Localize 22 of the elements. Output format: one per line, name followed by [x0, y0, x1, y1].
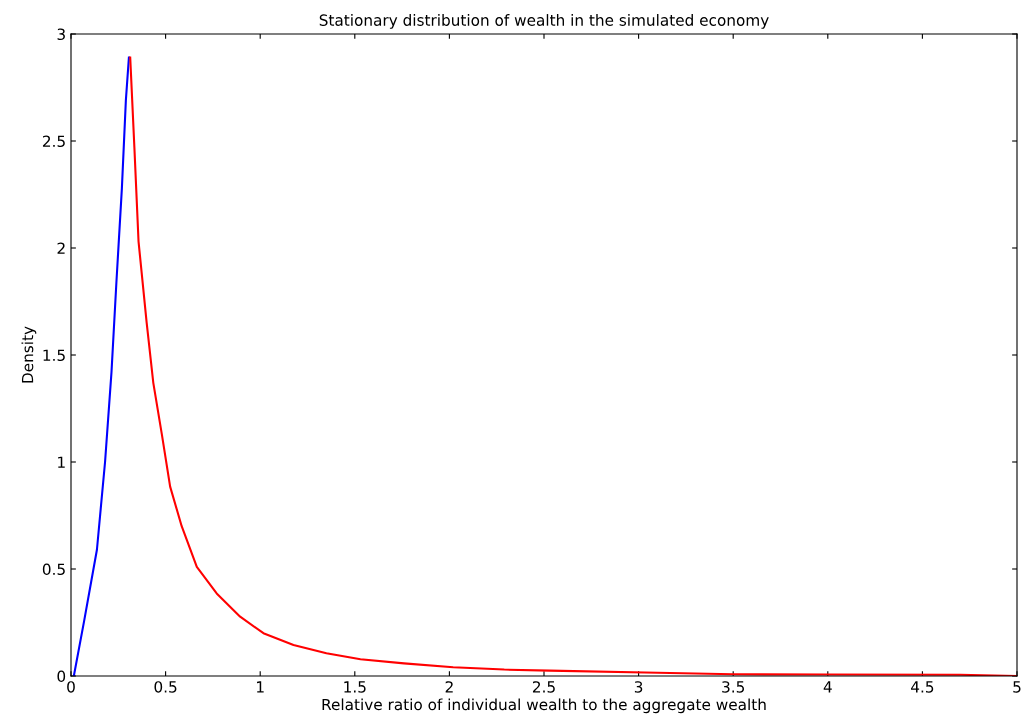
y-tick-label: 2.5 [42, 135, 65, 148]
x-tick-label: 4.5 [911, 681, 934, 693]
x-tick-label: 1 [257, 681, 264, 693]
chart-title: Stationary distribution of wealth in the simulated economy [319, 14, 769, 29]
x-tick-label: 2 [445, 681, 453, 693]
x-tick-label: 0.5 [154, 681, 177, 693]
x-axis-title: Relative ratio of individual wealth to the aggregate wealth [322, 698, 766, 714]
y-axis-title: Density [21, 326, 37, 383]
x-tick-label: 3 [634, 681, 643, 693]
y-tick-label: 0 [57, 670, 66, 683]
x-tick-label: 3.5 [722, 681, 745, 693]
line-series [72, 56, 130, 676]
y-tick-label: 1 [58, 456, 65, 468]
x-tick-label: 0 [67, 681, 75, 693]
y-tick-label: 1.5 [43, 349, 65, 362]
y-tick-label: 2 [57, 242, 65, 254]
x-tick-label: 5 [1013, 681, 1021, 693]
x-tick-label: 1.5 [344, 681, 366, 693]
x-tick-label: 2.5 [532, 681, 555, 693]
x-tick-label: 4 [823, 681, 832, 693]
y-tick-label: 0.5 [42, 563, 65, 576]
y-tick-label: 3 [57, 28, 65, 41]
